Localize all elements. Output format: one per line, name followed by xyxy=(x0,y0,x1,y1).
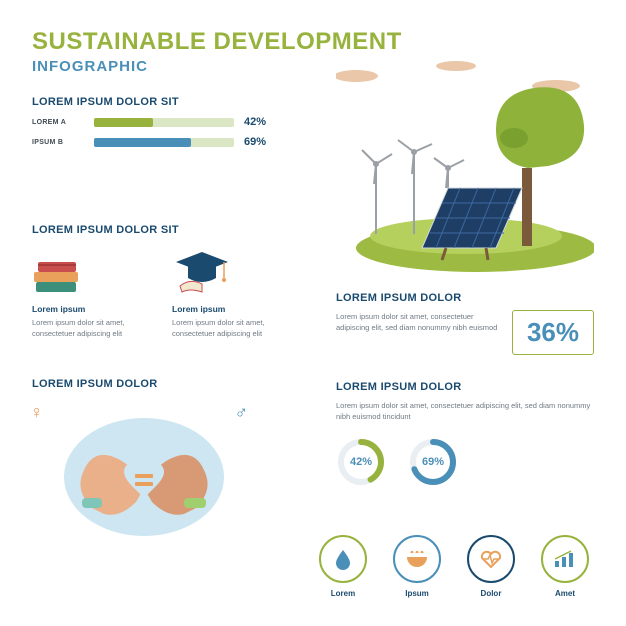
page-title: SUSTAINABLE DEVELOPMENT xyxy=(32,28,594,56)
edu-item-body: Lorem ipsum dolor sit amet, consectetuer… xyxy=(32,318,144,340)
big-pct-box: 36% xyxy=(512,310,594,355)
bar-label: LOREM A xyxy=(32,119,84,126)
bars-list: LOREM A 42% IPSUM B 69% xyxy=(32,116,304,148)
donut-value: 42% xyxy=(336,437,386,487)
hands-heart-icon xyxy=(64,418,224,536)
bowl-icon xyxy=(393,535,441,583)
bar-fill xyxy=(94,138,191,147)
stat-block-top: LOREM IPSUM DOLOR 36% Lorem ipsum dolor … xyxy=(336,292,594,355)
edu-item-title: Lorem ipsum xyxy=(172,304,284,314)
education-section: LOREM IPSUM DOLOR SIT Lorem ipsum Lorem … xyxy=(32,224,304,340)
stat-mid-body: Lorem ipsum dolor sit amet, consectetuer… xyxy=(336,401,594,423)
edu-heading: LOREM IPSUM DOLOR SIT xyxy=(32,224,304,236)
hero-illustration xyxy=(336,58,594,276)
donut-chart: 42% xyxy=(336,437,386,487)
bar-growth-icon xyxy=(541,535,589,583)
donut-value: 69% xyxy=(408,437,458,487)
bar-track xyxy=(94,118,234,127)
equality-section: LOREM IPSUM DOLOR ♀ ♂ xyxy=(32,378,304,546)
bar-fill xyxy=(94,118,153,127)
icon-item: Lorem xyxy=(314,535,372,598)
female-symbol-icon: ♀ xyxy=(30,402,44,423)
donut-charts: 42% 69% xyxy=(336,437,594,487)
icon-label: Ipsum xyxy=(388,589,446,598)
icon-label: Amet xyxy=(536,589,594,598)
equality-heading: LOREM IPSUM DOLOR xyxy=(32,378,304,390)
right-column: LOREM IPSUM DOLOR 36% Lorem ipsum dolor … xyxy=(336,292,594,487)
bars-heading: LOREM IPSUM DOLOR SIT xyxy=(32,96,304,108)
bar-row: LOREM A 42% xyxy=(32,116,304,128)
icon-item: Amet xyxy=(536,535,594,598)
bar-label: IPSUM B xyxy=(32,139,84,146)
edu-item-body: Lorem ipsum dolor sit amet, consectetuer… xyxy=(172,318,284,340)
edu-columns: Lorem ipsum Lorem ipsum dolor sit amet, … xyxy=(32,246,304,340)
edu-item: Lorem ipsum Lorem ipsum dolor sit amet, … xyxy=(172,246,284,340)
bar-pct: 42% xyxy=(244,116,284,128)
stat-top-heading: LOREM IPSUM DOLOR xyxy=(336,292,594,304)
stat-block-mid: LOREM IPSUM DOLOR Lorem ipsum dolor sit … xyxy=(336,381,594,487)
icon-row: Lorem Ipsum Dolor Amet xyxy=(314,535,594,598)
icon-item: Ipsum xyxy=(388,535,446,598)
stat-mid-heading: LOREM IPSUM DOLOR xyxy=(336,381,594,393)
icon-item: Dolor xyxy=(462,535,520,598)
books-icon xyxy=(32,246,144,296)
heart-pulse-icon xyxy=(467,535,515,583)
infographic-page: SUSTAINABLE DEVELOPMENT INFOGRAPHIC LORE… xyxy=(0,0,626,626)
equality-illustration: ♀ ♂ xyxy=(32,398,242,546)
bar-pct: 69% xyxy=(244,136,284,148)
edu-item: Lorem ipsum Lorem ipsum dolor sit amet, … xyxy=(32,246,144,340)
icon-label: Lorem xyxy=(314,589,372,598)
edu-item-title: Lorem ipsum xyxy=(32,304,144,314)
bar-row: IPSUM B 69% xyxy=(32,136,304,148)
water-drop-icon xyxy=(319,535,367,583)
male-symbol-icon: ♂ xyxy=(235,402,249,423)
bar-track xyxy=(94,138,234,147)
donut-chart: 69% xyxy=(408,437,458,487)
big-pct-value: 36% xyxy=(527,317,579,347)
icon-label: Dolor xyxy=(462,589,520,598)
gradcap-icon xyxy=(172,246,284,296)
bars-section: LOREM IPSUM DOLOR SIT LOREM A 42% IPSUM … xyxy=(32,96,304,156)
